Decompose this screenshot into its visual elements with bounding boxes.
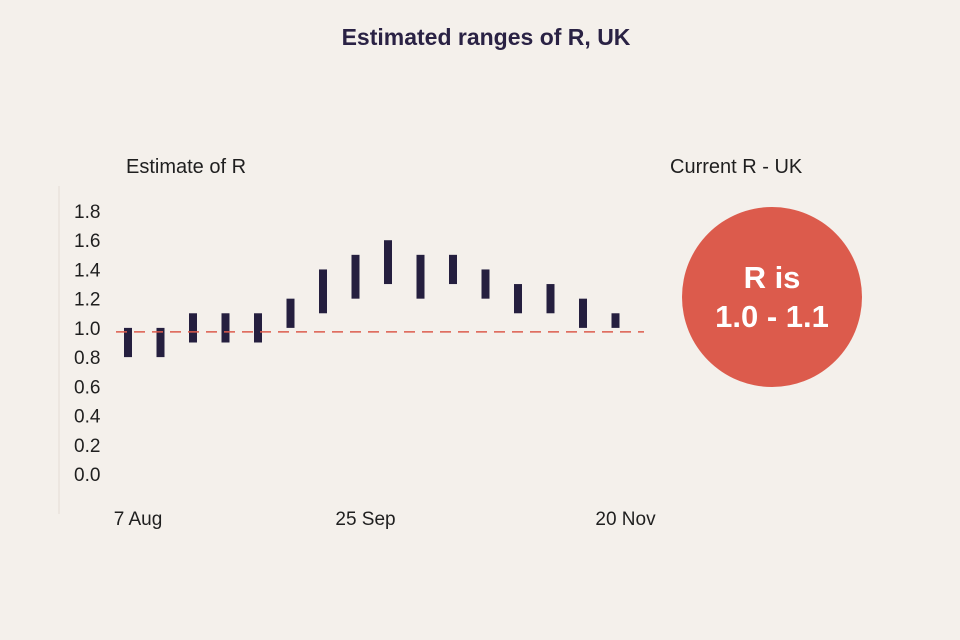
current-r-badge: R is 1.0 - 1.1: [682, 207, 862, 387]
r-range-bar: [514, 284, 522, 314]
r-range-bar: [286, 298, 295, 328]
current-r-range: 1.0 - 1.1: [715, 299, 829, 334]
r-range-bar: [124, 327, 132, 358]
r-range-bar: [611, 313, 620, 328]
r-range-bar: [416, 254, 425, 299]
x-tick-label: 20 Nov: [595, 509, 656, 530]
y-tick-label: 0.4: [74, 407, 101, 428]
r-range-bar: [384, 240, 392, 285]
r-range-bar: [156, 327, 165, 358]
r-range-bar: [319, 269, 327, 314]
y-tick-label: 0.6: [74, 377, 100, 398]
r-range-bar: [449, 254, 457, 285]
y-tick-label: 1.4: [74, 260, 101, 281]
y-tick-label: 1.8: [74, 202, 100, 223]
r-range-bar: [254, 313, 262, 343]
r-range-bar: [351, 254, 360, 299]
x-tick-label: 7 Aug: [114, 509, 163, 530]
r-range-bar: [221, 313, 230, 343]
y-tick-label: 1.6: [74, 231, 100, 252]
chart-title: Estimated ranges of R, UK: [341, 24, 631, 50]
y-tick-label: 0.2: [74, 436, 100, 457]
current-r-heading: Current R - UK: [670, 156, 803, 178]
y-tick-label: 1.2: [74, 290, 100, 311]
x-tick-label: 25 Sep: [335, 509, 395, 530]
y-axis-label: Estimate of R: [126, 156, 247, 178]
y-tick-label: 0.8: [74, 348, 100, 369]
r-range-bar: [189, 313, 197, 343]
r-range-bar: [579, 298, 587, 328]
y-tick-label: 0.0: [74, 465, 100, 486]
r-range-bar: [481, 269, 490, 299]
current-r-line1: R is: [743, 260, 801, 295]
y-tick-label: 1.0: [74, 319, 100, 340]
r-range-bar: [546, 284, 555, 314]
